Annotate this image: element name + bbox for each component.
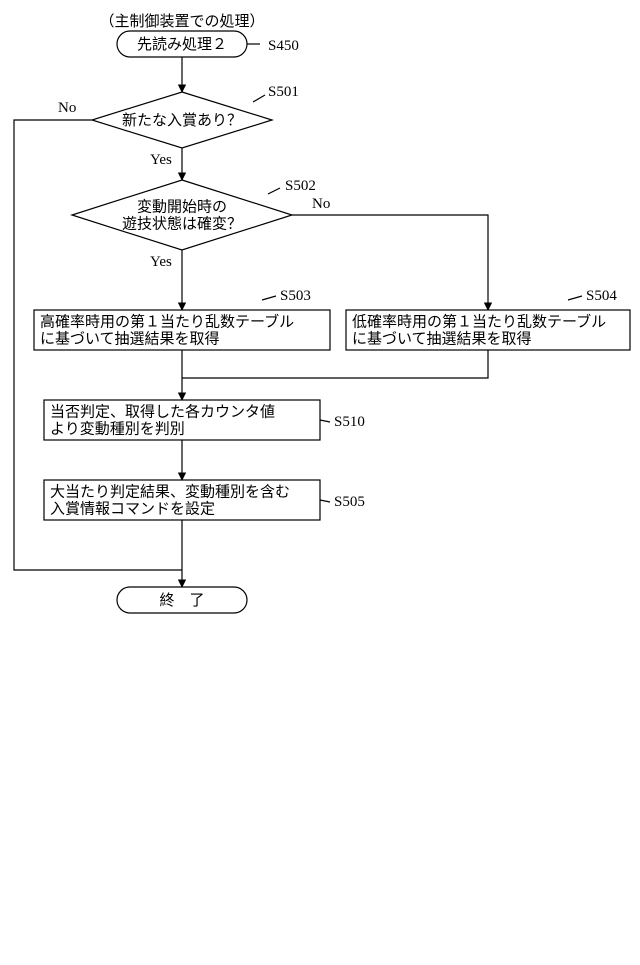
node-d1-no: No [58,100,76,116]
node-end-text: 終 了 [159,592,204,609]
flowchart-canvas: （主制御装置での処理） 先読み処理２ S450 新たな入賞あり？ S501 Yes No 変… [0,0,640,965]
edge-e_s501_dash [253,95,265,102]
edge-e_s504_dash [568,296,582,300]
nodes: 先読み処理２ S450 新たな入賞あり？ S501 Yes No 変動開始時の遊技状態は確変… [34,31,630,613]
node-p503-text-1: に基づいて抽選結果を取得 [40,331,220,348]
node-d2-text-1: 遊技状態は確変？ [122,216,242,233]
label-S450: S450 [268,38,299,54]
edge-e_s505_dash [320,500,330,502]
label-S504: S504 [586,288,617,304]
node-p503-text-0: 高確率時用の第１当たり乱数テーブル [40,313,294,331]
node-d2-text-0: 変動開始時の [137,199,227,216]
node-p505-text-1: 入賞情報コマンドを設定 [50,501,215,518]
edge-e_p504_merge [182,350,488,378]
edge-e_d2_p504 [292,215,488,310]
node-d2-yes: Yes [150,254,172,270]
node-p504-text-0: 低確率時用の第１当たり乱数テーブル [352,313,606,331]
node-p505-text-0: 大当たり判定結果、変動種別を含む [50,484,290,501]
label-S501: S501 [268,84,299,100]
node-d1-yes: Yes [150,152,172,168]
node-start-text: 先読み処理２ [137,36,227,53]
node-d1-text-0: 新たな入賞あり？ [122,112,242,129]
label-S503: S503 [280,288,311,304]
diagram-title: （主制御装置での処理） [99,13,264,30]
label-S505: S505 [334,494,365,510]
label-S502: S502 [285,178,316,194]
edge-e_s503_dash [262,296,276,300]
node-p510-text-1: より変動種別を判別 [50,421,185,438]
node-d2-no: No [312,196,330,212]
node-p510-text-0: 当否判定、取得した各カウンタ値 [50,404,275,421]
edge-e_s510_dash [320,420,330,422]
label-S510: S510 [334,414,365,430]
edge-e_s502_dash [268,188,280,194]
node-p504-text-1: に基づいて抽選結果を取得 [352,331,532,348]
